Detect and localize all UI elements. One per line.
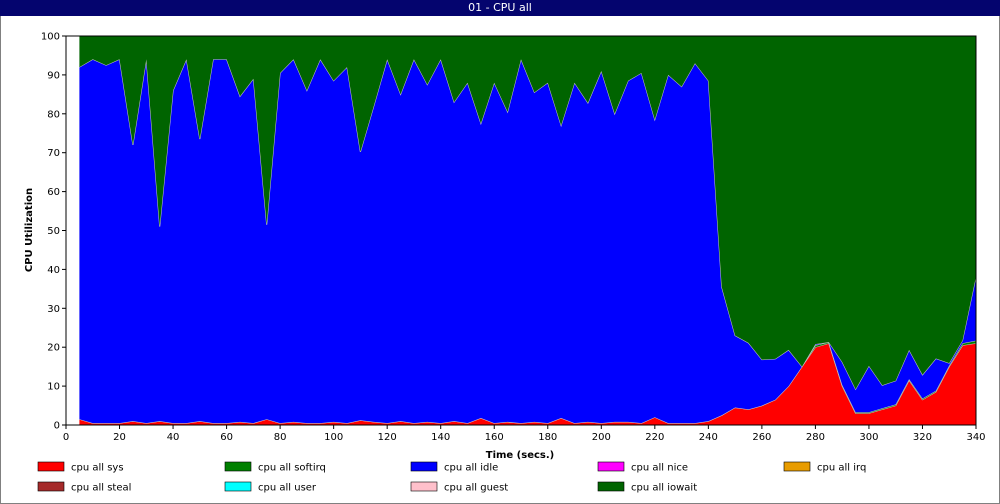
x-tick-label: 200: [592, 432, 611, 443]
x-tick-label: 0: [63, 432, 69, 443]
legend-label: cpu all steal: [71, 483, 131, 494]
legend: cpu all sys cpu all softirq cpu all idle cp…: [37, 461, 866, 494]
legend-label: cpu all iowait: [631, 483, 697, 494]
legend-swatch: [597, 481, 625, 492]
x-tick-label: 240: [699, 432, 718, 443]
legend-swatch: [783, 461, 811, 472]
x-tick-label: 340: [966, 432, 985, 443]
x-tick-label: 280: [806, 432, 825, 443]
y-tick-label: 40: [47, 265, 60, 276]
x-tick-label: 180: [538, 432, 557, 443]
x-tick-label: 140: [431, 432, 450, 443]
legend-item-cpu-all-irq: cpu all irq: [783, 461, 866, 474]
legend-item-cpu-all-idle: cpu all idle: [410, 461, 498, 474]
y-tick-label: 0: [54, 421, 60, 432]
legend-swatch: [37, 481, 65, 492]
y-tick-label: 70: [47, 148, 60, 159]
legend-label: cpu all guest: [444, 483, 508, 494]
y-tick-label: 60: [47, 187, 60, 198]
legend-item-cpu-all-guest: cpu all guest: [410, 481, 508, 494]
legend-label: cpu all sys: [71, 463, 124, 474]
series-area-cpu-all-iowait: [79, 36, 976, 390]
x-tick-label: 40: [167, 432, 180, 443]
x-tick-label: 300: [859, 432, 878, 443]
legend-item-cpu-all-softirq: cpu all softirq: [224, 461, 326, 474]
legend-swatch: [37, 461, 65, 472]
x-tick-label: 260: [752, 432, 771, 443]
legend-label: cpu all user: [258, 483, 317, 494]
legend-label: cpu all irq: [817, 463, 866, 474]
legend-swatch: [410, 461, 438, 472]
x-tick-label: 80: [274, 432, 287, 443]
area-series-group: [79, 35, 977, 425]
legend-label: cpu all idle: [444, 463, 498, 474]
x-tick-label: 20: [113, 432, 126, 443]
y-tick-label: 30: [47, 304, 60, 315]
y-tick-label: 80: [47, 109, 60, 120]
legend-item-cpu-all-steal: cpu all steal: [37, 481, 131, 494]
legend-swatch: [597, 461, 625, 472]
axes-group: 0 10 20 30 40 50 60 70 80 90 100 0 20 40 60 80 100 120 140…: [41, 32, 986, 444]
legend-swatch: [224, 461, 252, 472]
y-tick-label: 100: [41, 32, 60, 43]
x-tick-label: 100: [324, 432, 343, 443]
legend-item-cpu-all-nice: cpu all nice: [597, 461, 688, 474]
series-area-cpu-all-idle: [79, 59, 976, 424]
series-area-cpu-all-sys: [79, 343, 976, 425]
y-tick-label: 90: [47, 70, 60, 81]
y-tick-label: 20: [47, 343, 60, 354]
x-tick-label: 60: [220, 432, 233, 443]
legend-label: cpu all softirq: [258, 463, 326, 474]
x-axis-label: Time (secs.): [486, 450, 555, 461]
window-title: 01 - CPU all: [0, 0, 1000, 16]
y-tick-label: 50: [47, 226, 60, 237]
legend-label: cpu all nice: [631, 463, 688, 474]
legend-swatch: [224, 481, 252, 492]
x-tick-label: 220: [645, 432, 664, 443]
x-tick-label: 120: [378, 432, 397, 443]
y-axis-label: CPU Utilization: [24, 188, 35, 272]
legend-item-cpu-all-iowait: cpu all iowait: [597, 481, 697, 494]
x-tick-label: 160: [485, 432, 504, 443]
x-tick-label: 320: [913, 432, 932, 443]
legend-item-cpu-all-sys: cpu all sys: [37, 461, 124, 474]
y-tick-label: 10: [47, 382, 60, 393]
legend-swatch: [410, 481, 438, 492]
legend-item-cpu-all-user: cpu all user: [224, 481, 317, 494]
